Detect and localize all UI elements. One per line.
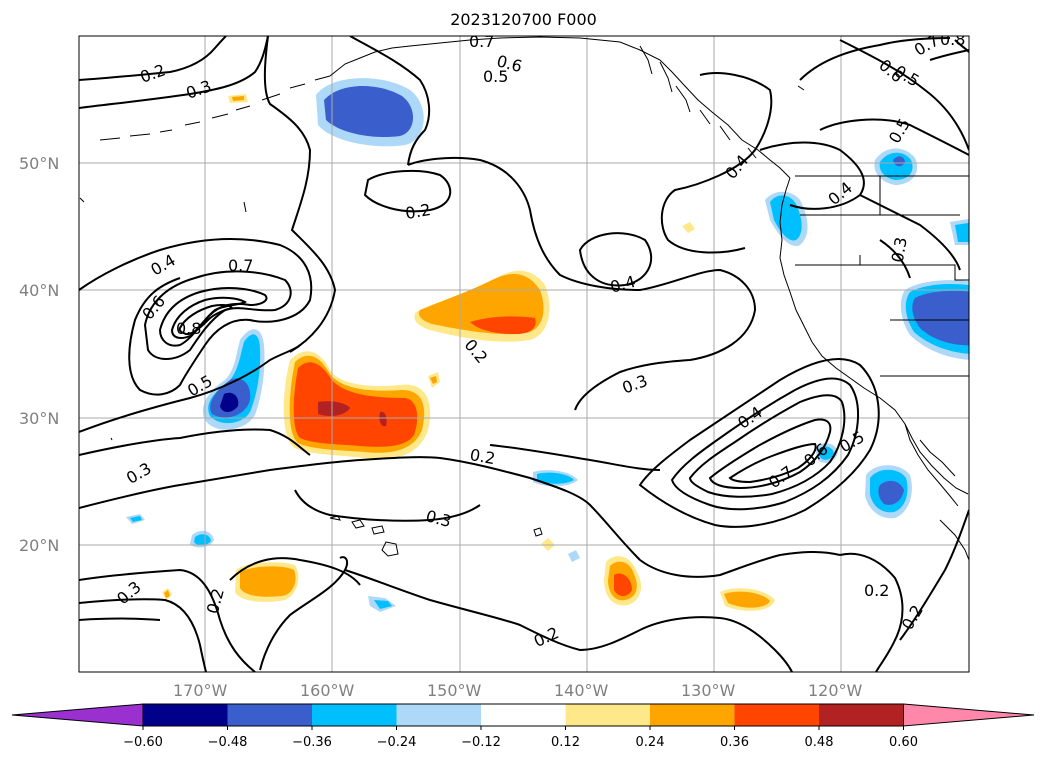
contour-label: 0.2 bbox=[468, 445, 496, 468]
lon-label-130w: 130°W bbox=[681, 681, 736, 700]
contour-label: 0.7 bbox=[228, 256, 253, 275]
map-area bbox=[79, 36, 969, 672]
contour-label: 0.2 bbox=[404, 200, 432, 223]
lon-label-160w: 160°W bbox=[300, 681, 355, 700]
colorbar-tick-label: 0.12 bbox=[551, 735, 580, 750]
anomaly-fill-layer bbox=[126, 78, 969, 612]
colorbar-swatch bbox=[565, 704, 650, 726]
contour-label: 0.5 bbox=[483, 67, 508, 86]
lon-label-150w: 150°W bbox=[427, 681, 482, 700]
latitude-labels: 50°N 40°N 30°N 20°N bbox=[19, 154, 59, 555]
contour-label: 0.3 bbox=[888, 236, 911, 264]
colorbar-swatch bbox=[227, 704, 312, 726]
contour-label: 0.8 bbox=[176, 319, 201, 338]
contour-label: 0.7 bbox=[469, 32, 494, 51]
colorbar: −0.60 −0.48 −0.36 −0.24 −0.12 0.12 0.24 0.36 0.4… bbox=[11, 703, 1035, 750]
graticule bbox=[79, 36, 969, 672]
colorbar-swatch bbox=[312, 704, 397, 726]
colorbar-tick-label: −0.12 bbox=[461, 735, 501, 750]
contour-lines bbox=[79, 36, 969, 672]
contour-label: 0.8 bbox=[940, 30, 965, 49]
colorbar-tick-label: −0.36 bbox=[292, 735, 332, 750]
colorbar-border bbox=[142, 703, 904, 727]
colorbar-swatch bbox=[819, 704, 904, 726]
longitude-labels: 170°W 160°W 150°W 140°W 130°W 120°W bbox=[173, 681, 863, 700]
colorbar-swatch bbox=[143, 704, 228, 726]
lat-label-20n: 20°N bbox=[19, 536, 59, 555]
map-title: 2023120700 F000 bbox=[450, 10, 597, 29]
lon-label-170w: 170°W bbox=[173, 681, 228, 700]
colorbar-swatch bbox=[650, 704, 735, 726]
lat-label-50n: 50°N bbox=[19, 154, 59, 173]
map-border bbox=[78, 35, 970, 673]
colorbar-tick-label: 0.24 bbox=[636, 735, 665, 750]
colorbar-tick-label: 0.60 bbox=[889, 735, 918, 750]
lat-label-30n: 30°N bbox=[19, 409, 59, 428]
lon-label-140w: 140°W bbox=[554, 681, 609, 700]
lat-label-40n: 40°N bbox=[19, 281, 59, 300]
colorbar-tick-label: −0.24 bbox=[377, 735, 417, 750]
colorbar-tick-label: −0.60 bbox=[123, 735, 163, 750]
colorbar-extend-high bbox=[903, 703, 1035, 727]
colorbar-tick-label: 0.48 bbox=[805, 735, 834, 750]
colorbar-tick-label: 0.36 bbox=[720, 735, 749, 750]
colorbar-swatch bbox=[396, 704, 481, 726]
colorbar-swatch bbox=[481, 704, 566, 726]
colorbar-extend-low bbox=[11, 703, 144, 727]
coastlines bbox=[79, 36, 969, 561]
lon-label-120w: 120°W bbox=[808, 681, 863, 700]
colorbar-swatch bbox=[734, 704, 819, 726]
contour-label: 0.2 bbox=[864, 581, 889, 600]
colorbar-tick-label: −0.48 bbox=[208, 735, 248, 750]
